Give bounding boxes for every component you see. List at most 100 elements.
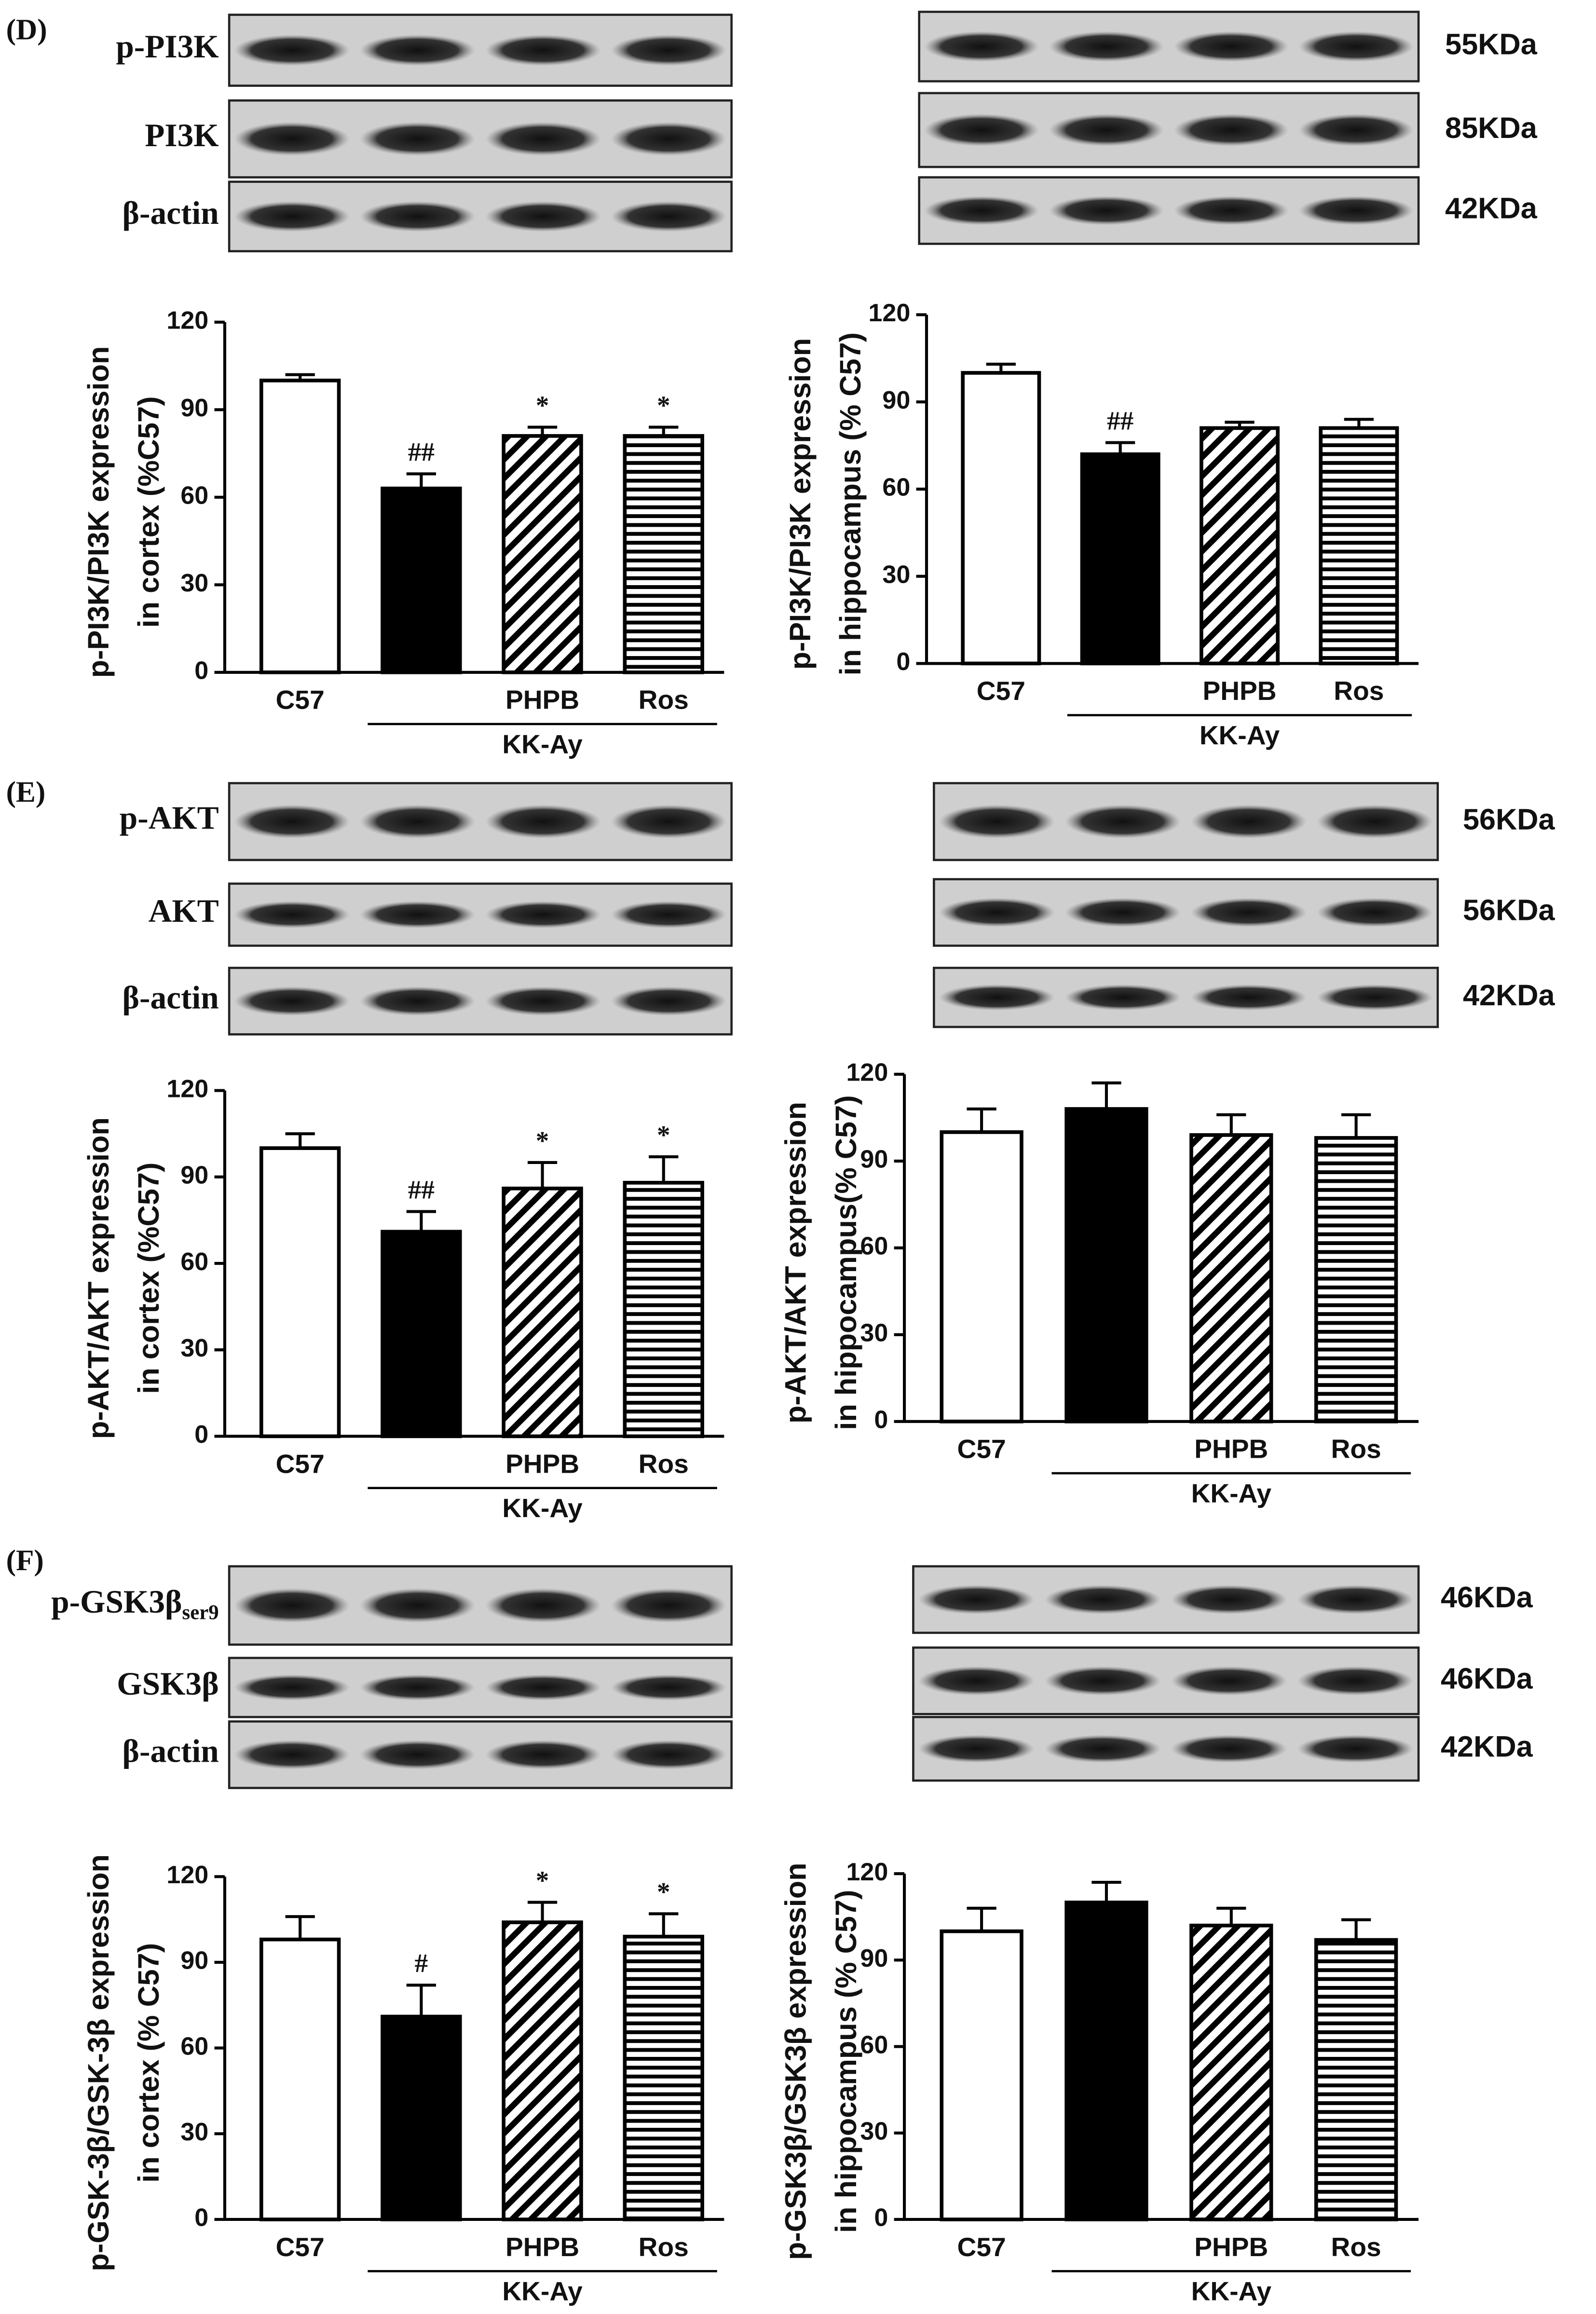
annotation: * — [657, 1120, 670, 1150]
bar — [1064, 1901, 1148, 2221]
bar — [381, 2014, 462, 2221]
blot-band — [1044, 1666, 1161, 1696]
blot-band — [1298, 113, 1414, 147]
blot-label-main: p-GSK3β — [51, 1584, 182, 1620]
blot-band — [939, 805, 1055, 839]
blot-band — [1044, 1585, 1161, 1615]
annotation: ## — [1107, 406, 1133, 435]
y-tick-label: 90 — [860, 1146, 888, 1174]
y-tick-label: 90 — [180, 394, 208, 422]
bar — [1064, 1107, 1148, 1424]
y-tick-label: 90 — [180, 1162, 208, 1190]
bar — [1080, 452, 1160, 666]
y-tick-label: 120 — [846, 1059, 888, 1087]
y-tick-label: 90 — [860, 1944, 888, 1972]
blot-label: β-actin — [123, 980, 219, 1016]
blot-band — [611, 986, 727, 1016]
blot-band — [234, 201, 350, 232]
blot-band — [359, 901, 476, 929]
group-label: KK-Ay — [1191, 1479, 1272, 1508]
x-tick-label: C57 — [957, 2232, 1006, 2262]
annotation: # — [415, 1948, 428, 1978]
blot-label: β-actin — [123, 1733, 219, 1769]
bar — [502, 1186, 583, 1438]
blot-band — [611, 34, 727, 66]
blot-band — [1317, 898, 1433, 927]
panel-label: (D) — [6, 13, 47, 46]
y-axis-label: in cortex (%C57) — [132, 1163, 165, 1394]
blot-band — [485, 805, 601, 839]
y-tick-label: 60 — [860, 1232, 888, 1260]
blot-band — [485, 1740, 601, 1769]
bar — [1189, 1923, 1273, 2221]
blot-band — [1317, 805, 1433, 839]
blot-label: AKT — [149, 893, 219, 930]
blot-label: PI3K — [145, 117, 218, 153]
bar — [623, 1180, 704, 1438]
annotation: * — [536, 1865, 549, 1895]
blot-label-main: β-actin — [123, 195, 219, 231]
kda-label: 42KDa — [1463, 979, 1555, 1012]
y-tick-label: 30 — [882, 561, 910, 589]
annotation: ## — [408, 1175, 435, 1204]
blot-band — [359, 1740, 476, 1769]
blot-band — [359, 1674, 476, 1701]
bar — [1314, 1938, 1398, 2221]
x-tick-label: PHPB — [505, 1449, 579, 1479]
blot-band — [485, 1588, 601, 1623]
y-tick-label: 90 — [882, 386, 910, 414]
y-tick-label: 60 — [180, 2032, 208, 2060]
blot-label-main: PI3K — [145, 117, 218, 153]
blot-band — [359, 1588, 476, 1623]
y-axis-label: p-AKT/AKT expression — [82, 1117, 115, 1439]
kda-label: 56KDa — [1463, 803, 1555, 835]
blot-band — [234, 1740, 350, 1769]
blot-band — [939, 898, 1055, 927]
x-tick-label: Ros — [1331, 2232, 1381, 2262]
blot-band — [939, 984, 1055, 1011]
y-tick-label: 120 — [166, 307, 208, 335]
y-tick-label: 0 — [874, 2204, 888, 2232]
blot-band — [918, 1585, 1035, 1615]
x-tick-label: C57 — [276, 2232, 325, 2262]
blot-band — [611, 1588, 727, 1623]
y-tick-label: 60 — [180, 1248, 208, 1276]
blot-band — [611, 201, 727, 232]
bar — [502, 434, 583, 674]
blot-band — [485, 986, 601, 1016]
blot-band — [1298, 196, 1414, 225]
blot-band — [918, 1666, 1035, 1696]
bar — [1319, 426, 1399, 666]
blot-band — [1064, 805, 1181, 839]
bar — [381, 1230, 462, 1438]
blot-band — [1191, 984, 1307, 1011]
y-tick-label: 30 — [860, 1319, 888, 1347]
blot-band — [1171, 1666, 1287, 1696]
blot-band — [485, 122, 601, 156]
blot-band — [1064, 898, 1181, 927]
kda-label: 46KDa — [1441, 1662, 1533, 1695]
bar — [940, 1929, 1023, 2221]
y-tick-label: 60 — [860, 2031, 888, 2059]
blot-label-main: GSK3β — [117, 1666, 218, 1702]
y-tick-label: 0 — [896, 648, 910, 676]
blot-band — [1044, 1735, 1161, 1763]
blot-label-main: β-actin — [123, 1733, 219, 1769]
y-tick-label: 0 — [194, 657, 208, 685]
x-tick-label: Ros — [639, 2232, 689, 2262]
bar — [623, 434, 704, 674]
blot-band — [1297, 1735, 1414, 1763]
bar — [1189, 1133, 1273, 1424]
blot-band — [1049, 113, 1164, 147]
kda-label: 42KDa — [1445, 192, 1538, 225]
bar — [381, 486, 462, 674]
blot-band — [611, 805, 727, 839]
y-tick-label: 30 — [180, 2118, 208, 2146]
blot-label: β-actin — [123, 195, 219, 231]
y-axis-label: p-GSK3β/GSK3β expression — [779, 1862, 812, 2260]
y-tick-label: 30 — [860, 2118, 888, 2146]
y-axis-label: in cortex (% C57) — [132, 1943, 165, 2183]
y-axis-label: in hippocampus (% C57) — [830, 1890, 862, 2233]
y-tick-label: 30 — [180, 1334, 208, 1362]
blot-band — [611, 901, 727, 929]
